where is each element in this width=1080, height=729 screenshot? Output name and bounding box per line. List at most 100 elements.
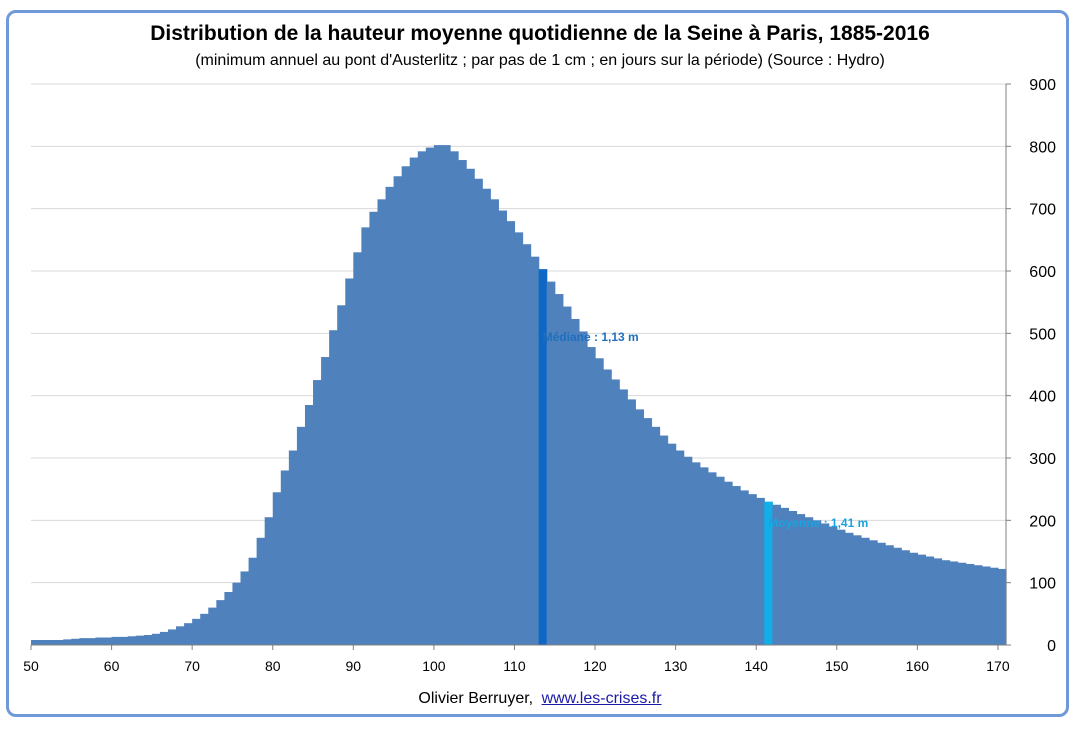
bar: [917, 554, 927, 645]
x-tick-label: 140: [745, 658, 769, 674]
bar: [192, 618, 201, 645]
footer-link[interactable]: www.les-crises.fr: [541, 690, 662, 707]
bar: [651, 426, 661, 645]
bar: [595, 358, 604, 645]
bar: [167, 629, 177, 645]
bar: [619, 389, 628, 645]
x-tick-label: 80: [265, 658, 281, 674]
y-tick-label: 800: [1029, 139, 1056, 156]
bar: [63, 639, 72, 645]
footer-author: Olivier Berruyer,: [418, 690, 534, 707]
y-tick-label: 400: [1029, 389, 1056, 406]
x-tick-label: 130: [664, 658, 688, 674]
bar: [869, 540, 878, 645]
bar: [732, 486, 741, 645]
bar: [224, 592, 234, 645]
bar: [441, 145, 451, 645]
x-tick-label: 150: [825, 658, 849, 674]
bar: [546, 281, 556, 645]
bar: [143, 635, 153, 645]
bar: [31, 640, 40, 645]
x-tick-label: 90: [346, 658, 362, 674]
bar: [675, 450, 685, 645]
bar: [280, 470, 290, 645]
bar: [425, 147, 435, 645]
y-tick-label: 900: [1029, 77, 1056, 94]
bar: [176, 626, 185, 645]
chart-subtitle: (minimum annuel au pont d'Austerlitz ; p…: [195, 52, 885, 69]
bar: [296, 426, 306, 645]
y-tick-label: 600: [1029, 264, 1056, 281]
bar: [933, 558, 943, 645]
bar: [885, 545, 894, 645]
bar: [659, 435, 669, 645]
bar: [691, 462, 701, 645]
bar: [788, 510, 798, 645]
bar: [103, 637, 113, 645]
x-tick-label: 100: [422, 658, 446, 674]
bar: [707, 472, 717, 645]
highlight-label: Médiane : 1,13 m: [543, 330, 639, 344]
bar: [683, 456, 693, 645]
y-tick-label: 200: [1029, 513, 1056, 530]
highlight-label: Moyenne : 1,41 m: [768, 516, 868, 530]
bar: [893, 547, 902, 645]
bar: [715, 476, 725, 645]
bar: [288, 450, 298, 645]
bar: [981, 566, 991, 645]
bar: [151, 633, 161, 645]
y-tick-label: 100: [1029, 576, 1056, 593]
bar: [852, 535, 862, 645]
highlight-bar: [538, 269, 548, 645]
bar: [466, 168, 475, 646]
bar: [901, 550, 910, 645]
bar: [627, 399, 636, 645]
bar: [522, 244, 532, 646]
bar: [530, 256, 540, 645]
y-tick-label: 300: [1029, 451, 1056, 468]
bar: [353, 252, 362, 646]
bar: [248, 557, 258, 645]
bar: [240, 571, 250, 645]
bar: [329, 330, 338, 645]
bar: [304, 405, 314, 645]
bar: [482, 188, 491, 645]
bar: [772, 504, 781, 645]
bar: [877, 542, 886, 645]
bar: [844, 532, 854, 645]
bar: [216, 600, 225, 645]
bar: [256, 537, 266, 645]
bar: [603, 369, 612, 645]
x-tick-label: 50: [23, 658, 39, 674]
bar: [385, 186, 395, 645]
bar: [796, 514, 806, 645]
bar: [965, 563, 975, 645]
bar: [643, 418, 653, 645]
chart-title: Distribution de la hauteur moyenne quoti…: [150, 22, 930, 45]
bar: [119, 636, 129, 645]
y-tick-label: 500: [1029, 326, 1056, 343]
bar: [997, 568, 1007, 645]
bar: [39, 640, 48, 645]
x-tick-label: 70: [184, 658, 200, 674]
bar: [828, 526, 838, 645]
highlight-bar: [764, 501, 773, 645]
bar: [957, 562, 967, 645]
bar: [208, 607, 217, 645]
bar: [345, 278, 354, 645]
y-tick-label: 0: [1047, 638, 1056, 655]
bar: [748, 494, 757, 645]
bar: [71, 638, 80, 645]
bar: [87, 638, 97, 645]
bar: [498, 210, 508, 645]
bar: [989, 567, 999, 645]
x-tick-label: 110: [503, 658, 526, 674]
bar: [941, 560, 951, 645]
bar: [361, 227, 371, 645]
y-tick-label: 700: [1029, 202, 1056, 219]
bar: [740, 490, 749, 645]
bar: [506, 221, 516, 645]
bar: [127, 636, 137, 645]
bar: [159, 631, 169, 645]
